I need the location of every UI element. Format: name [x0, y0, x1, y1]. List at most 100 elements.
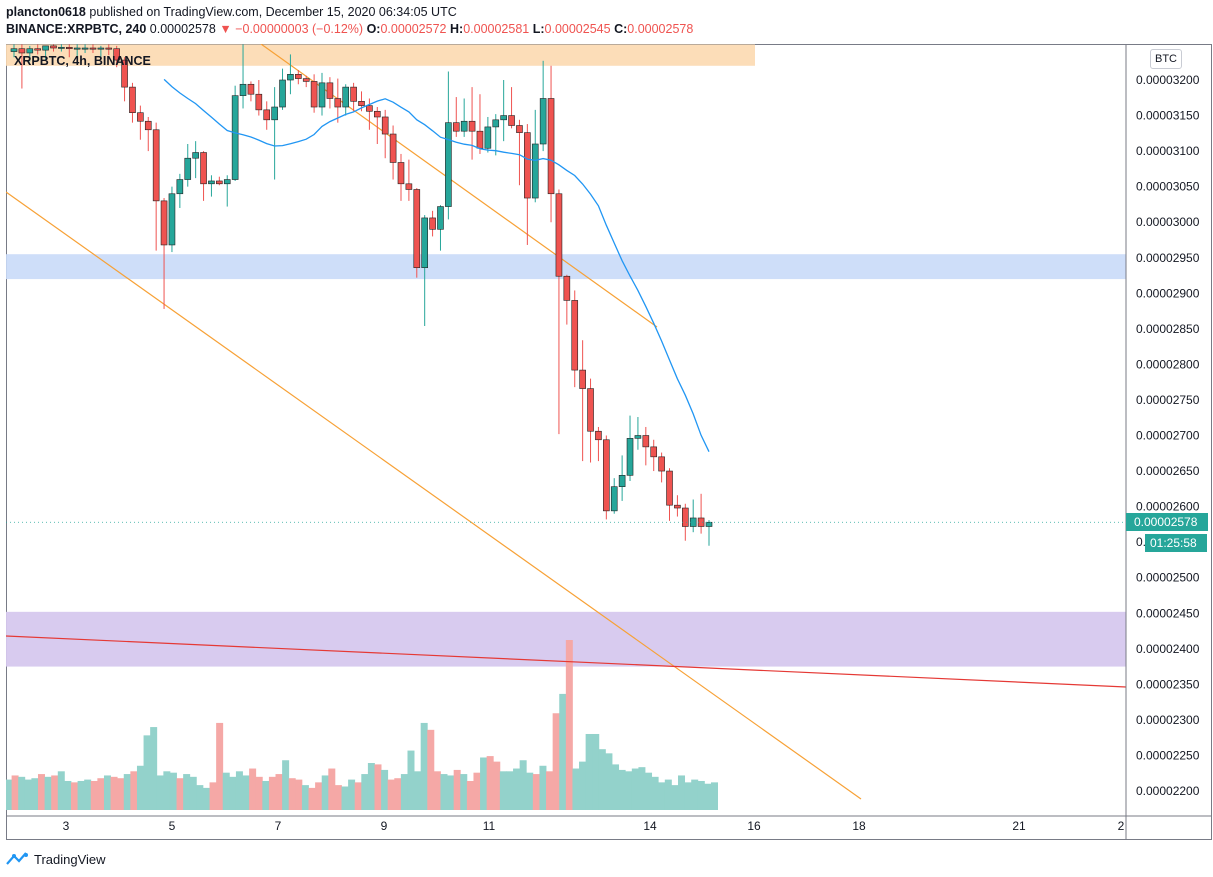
volume-bar	[579, 761, 587, 810]
candle[interactable]	[342, 86, 350, 108]
candle[interactable]	[405, 183, 413, 190]
candle[interactable]	[10, 48, 18, 52]
candle[interactable]	[65, 46, 73, 50]
candle[interactable]	[516, 125, 523, 133]
candle[interactable]	[263, 109, 271, 121]
candle[interactable]	[571, 300, 579, 371]
candle[interactable]	[689, 517, 697, 527]
candle[interactable]	[500, 115, 507, 121]
candle[interactable]	[366, 105, 373, 112]
price-chart[interactable]: 0.00003200 0.00003150 0.00003100 0.00003050…	[6, 44, 1212, 840]
candle[interactable]	[563, 275, 571, 301]
candle[interactable]	[200, 152, 207, 185]
candle[interactable]	[255, 93, 263, 111]
candle[interactable]	[184, 157, 192, 180]
candle[interactable]	[642, 435, 650, 448]
candle[interactable]	[302, 78, 310, 82]
high-value: 0.00002581	[463, 22, 530, 36]
candle[interactable]	[192, 152, 199, 159]
candle[interactable]	[271, 106, 278, 121]
candle[interactable]	[216, 180, 223, 185]
candle[interactable]	[373, 110, 381, 118]
candle[interactable]	[50, 45, 57, 49]
tradingview-footer[interactable]: TradingView	[6, 850, 106, 868]
candle[interactable]	[350, 86, 357, 102]
candle[interactable]	[73, 47, 81, 50]
candle[interactable]	[484, 126, 492, 149]
candle[interactable]	[452, 122, 460, 132]
candle[interactable]	[121, 59, 128, 88]
candle[interactable]	[705, 521, 713, 527]
candle[interactable]	[666, 470, 673, 506]
candle[interactable]	[508, 115, 515, 126]
candle[interactable]	[603, 439, 610, 512]
candle[interactable]	[476, 130, 484, 149]
candle[interactable]	[89, 47, 97, 50]
candle[interactable]	[524, 132, 531, 199]
candle[interactable]	[460, 120, 468, 132]
candle[interactable]	[34, 48, 41, 51]
candle[interactable]	[208, 180, 215, 185]
candle[interactable]	[492, 119, 500, 128]
candle[interactable]	[58, 46, 65, 49]
candle[interactable]	[634, 435, 642, 439]
candle[interactable]	[105, 47, 113, 50]
candle[interactable]	[152, 129, 160, 202]
price-tick-label: 0.00003000	[1136, 215, 1200, 229]
candle[interactable]	[682, 507, 689, 527]
candle[interactable]	[334, 98, 342, 108]
candle[interactable]	[223, 179, 231, 185]
candle[interactable]	[326, 82, 334, 99]
candle[interactable]	[547, 98, 555, 195]
candle[interactable]	[626, 438, 634, 476]
candle[interactable]	[129, 86, 136, 114]
candle[interactable]	[81, 47, 89, 50]
candle[interactable]	[287, 74, 294, 81]
candle[interactable]	[421, 217, 428, 269]
candle[interactable]	[429, 217, 436, 230]
volume-bar	[143, 735, 151, 810]
candle[interactable]	[389, 133, 397, 163]
candle[interactable]	[279, 79, 286, 108]
volume-bar	[242, 775, 250, 810]
candle[interactable]	[674, 504, 681, 509]
candle[interactable]	[595, 430, 602, 441]
candle[interactable]	[697, 517, 705, 527]
currency-button[interactable]: BTC	[1150, 49, 1182, 69]
candle[interactable]	[26, 48, 34, 54]
candle[interactable]	[18, 48, 26, 54]
candle[interactable]	[650, 446, 658, 458]
candle[interactable]	[247, 83, 255, 95]
candle[interactable]	[160, 200, 168, 246]
candle[interactable]	[144, 120, 152, 131]
candle[interactable]	[168, 193, 176, 246]
candle[interactable]	[445, 122, 452, 207]
candle[interactable]	[539, 98, 547, 145]
candle[interactable]	[618, 475, 626, 487]
author-name[interactable]: plancton0618	[6, 5, 86, 19]
candle[interactable]	[231, 95, 239, 180]
candle[interactable]	[658, 456, 665, 472]
candle[interactable]	[555, 193, 563, 277]
candle[interactable]	[239, 83, 247, 96]
candle[interactable]	[318, 82, 326, 108]
candle[interactable]	[137, 112, 144, 122]
candle[interactable]	[437, 206, 444, 230]
candle[interactable]	[113, 48, 120, 61]
candle[interactable]	[610, 486, 618, 512]
candle[interactable]	[579, 369, 586, 389]
candle[interactable]	[310, 81, 318, 108]
candle[interactable]	[381, 116, 389, 135]
candle[interactable]	[42, 45, 49, 51]
candle[interactable]	[468, 120, 476, 132]
symbol-name[interactable]: BINANCE:XRPBTC, 240	[6, 22, 147, 36]
candle[interactable]	[587, 388, 594, 432]
candle[interactable]	[531, 143, 539, 199]
candle[interactable]	[97, 47, 105, 50]
candle[interactable]	[413, 189, 421, 269]
candle[interactable]	[176, 179, 184, 195]
candle[interactable]	[397, 162, 405, 185]
candle[interactable]	[358, 101, 365, 106]
candle[interactable]	[295, 74, 302, 79]
time-tick-label: 11	[483, 819, 496, 833]
